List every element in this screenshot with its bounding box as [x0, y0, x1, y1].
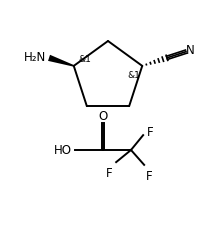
Text: H₂N: H₂N — [24, 51, 46, 64]
Text: F: F — [105, 167, 112, 180]
Text: N: N — [186, 44, 195, 57]
Text: F: F — [146, 170, 153, 183]
Text: &1: &1 — [79, 55, 92, 64]
Polygon shape — [48, 55, 74, 67]
Text: &1: &1 — [127, 71, 140, 80]
Text: O: O — [98, 110, 108, 122]
Text: HO: HO — [54, 144, 72, 157]
Text: F: F — [147, 126, 154, 139]
